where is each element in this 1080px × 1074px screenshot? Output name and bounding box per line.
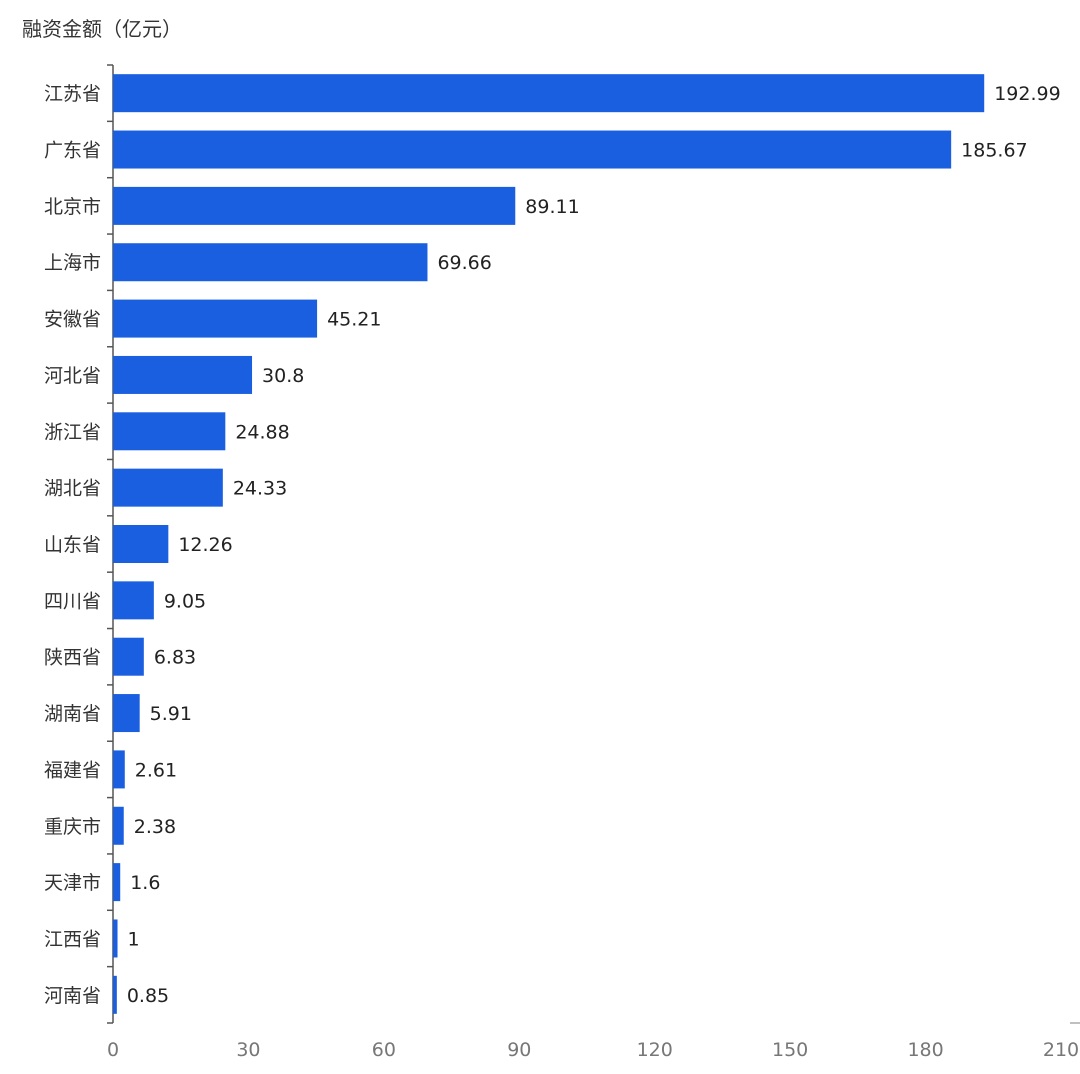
data-label: 89.11 xyxy=(525,196,579,218)
data-label: 9.05 xyxy=(164,590,206,612)
bar xyxy=(113,694,140,733)
bar xyxy=(113,412,226,451)
data-label: 1.6 xyxy=(130,872,160,894)
y-axis-title: 融资金额（亿元） xyxy=(22,17,182,41)
category-label: 河北省 xyxy=(44,365,101,387)
bars-group xyxy=(113,74,985,1014)
category-labels-group: 江苏省广东省北京市上海市安徽省河北省浙江省湖北省山东省四川省陕西省湖南省福建省重… xyxy=(44,83,101,1007)
data-label: 30.8 xyxy=(262,365,304,387)
bar xyxy=(113,919,118,958)
category-label: 湖北省 xyxy=(44,478,101,500)
x-tick-label: 0 xyxy=(107,1039,119,1061)
category-label: 山东省 xyxy=(44,534,101,556)
category-label: 重庆市 xyxy=(44,816,101,838)
bar xyxy=(113,806,124,845)
category-label: 江苏省 xyxy=(44,83,101,105)
bar xyxy=(113,299,318,338)
bar xyxy=(113,581,154,620)
category-label: 河南省 xyxy=(44,985,101,1007)
data-label: 1 xyxy=(128,928,140,950)
bar xyxy=(113,468,223,507)
x-tick-label: 60 xyxy=(372,1039,396,1061)
bar xyxy=(113,355,253,394)
bar xyxy=(113,637,144,676)
x-tick-label: 30 xyxy=(236,1039,260,1061)
bar xyxy=(113,130,952,169)
data-label: 2.61 xyxy=(135,759,177,781)
bar xyxy=(113,525,169,563)
bar xyxy=(113,74,985,113)
y-ticks-group xyxy=(107,64,113,1024)
x-tick-label: 210 xyxy=(1043,1039,1079,1061)
bar xyxy=(113,243,428,282)
x-tick-label: 90 xyxy=(507,1039,531,1061)
data-label: 0.85 xyxy=(127,985,169,1007)
data-label: 24.33 xyxy=(233,478,287,500)
category-label: 广东省 xyxy=(44,140,101,162)
data-label: 192.99 xyxy=(994,83,1060,105)
category-label: 浙江省 xyxy=(44,421,101,443)
bar xyxy=(113,750,125,789)
category-label: 江西省 xyxy=(44,928,101,950)
data-label: 185.67 xyxy=(961,140,1027,162)
data-label: 2.38 xyxy=(134,816,176,838)
data-label: 5.91 xyxy=(150,703,192,725)
category-label: 陕西省 xyxy=(44,647,101,669)
value-labels-group: 192.99 185.67 89.11 69.66 45.21 30.8 24.88 24.3… xyxy=(127,83,1061,1007)
category-label: 天津市 xyxy=(44,872,101,894)
x-tick-label: 180 xyxy=(907,1039,943,1061)
bar xyxy=(113,186,516,225)
x-tick-label: 120 xyxy=(637,1039,673,1061)
category-label: 湖南省 xyxy=(44,703,101,725)
bar xyxy=(113,863,121,902)
category-label: 上海市 xyxy=(44,252,101,274)
category-label: 福建省 xyxy=(44,759,101,781)
category-label: 四川省 xyxy=(44,590,101,612)
x-tick-label: 150 xyxy=(772,1039,808,1061)
x-ticks-group: 0 30 60 90 120 150 180 210 xyxy=(107,1039,1079,1061)
category-label: 北京市 xyxy=(44,196,101,218)
bar xyxy=(113,975,117,1014)
data-label: 69.66 xyxy=(437,252,491,274)
data-label: 12.26 xyxy=(178,534,232,556)
category-label: 安徽省 xyxy=(44,309,101,331)
data-label: 24.88 xyxy=(235,421,289,443)
data-label: 45.21 xyxy=(327,309,381,331)
data-label: 6.83 xyxy=(154,647,196,669)
